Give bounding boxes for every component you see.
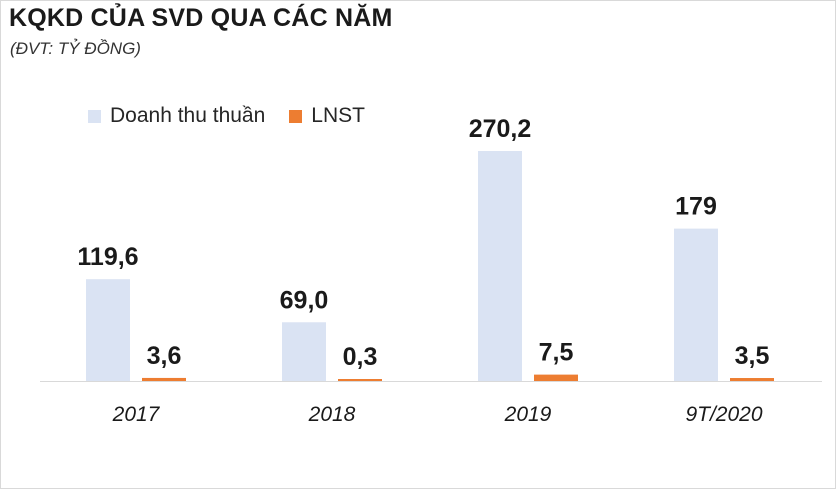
chart-title: KQKD CỦA SVD QUA CÁC NĂM (9, 4, 393, 32)
legend-item-lnst: LNST (289, 104, 365, 128)
bar-lnst-1 (338, 379, 382, 381)
legend-swatch-lnst (289, 109, 303, 123)
bar-revenue-3 (674, 228, 718, 381)
legend-label-lnst: LNST (311, 104, 365, 127)
data-label-lnst-1: 0,3 (343, 343, 378, 371)
data-label-revenue-2: 270,2 (469, 115, 532, 143)
bar-lnst-2 (534, 374, 578, 381)
x-tick-label-2: 2019 (504, 403, 552, 426)
chart-subtitle: (ĐVT: TỶ ĐỒNG) (10, 39, 141, 58)
bar-revenue-2 (478, 151, 522, 381)
data-label-revenue-0: 119,6 (77, 243, 138, 271)
legend-item-revenue: Doanh thu thuần (88, 104, 265, 128)
data-label-lnst-2: 7,5 (539, 339, 574, 367)
x-tick-label-0: 2017 (112, 403, 161, 426)
x-tick-label-1: 2018 (308, 403, 356, 426)
bar-lnst-0 (142, 377, 186, 381)
x-tick-label-3: 9T/2020 (685, 403, 762, 426)
bar-revenue-0 (86, 279, 130, 381)
bar-lnst-3 (730, 378, 774, 381)
legend-swatch-revenue (88, 109, 101, 123)
data-label-lnst-0: 3,6 (147, 342, 182, 370)
legend-label-revenue: Doanh thu thuần (110, 104, 266, 127)
data-label-revenue-1: 69,0 (280, 286, 329, 314)
legend: Doanh thu thuần LNST (88, 104, 389, 128)
data-label-lnst-3: 3,5 (735, 342, 770, 370)
bar-revenue-1 (282, 322, 326, 381)
data-label-revenue-3: 179 (675, 193, 717, 221)
